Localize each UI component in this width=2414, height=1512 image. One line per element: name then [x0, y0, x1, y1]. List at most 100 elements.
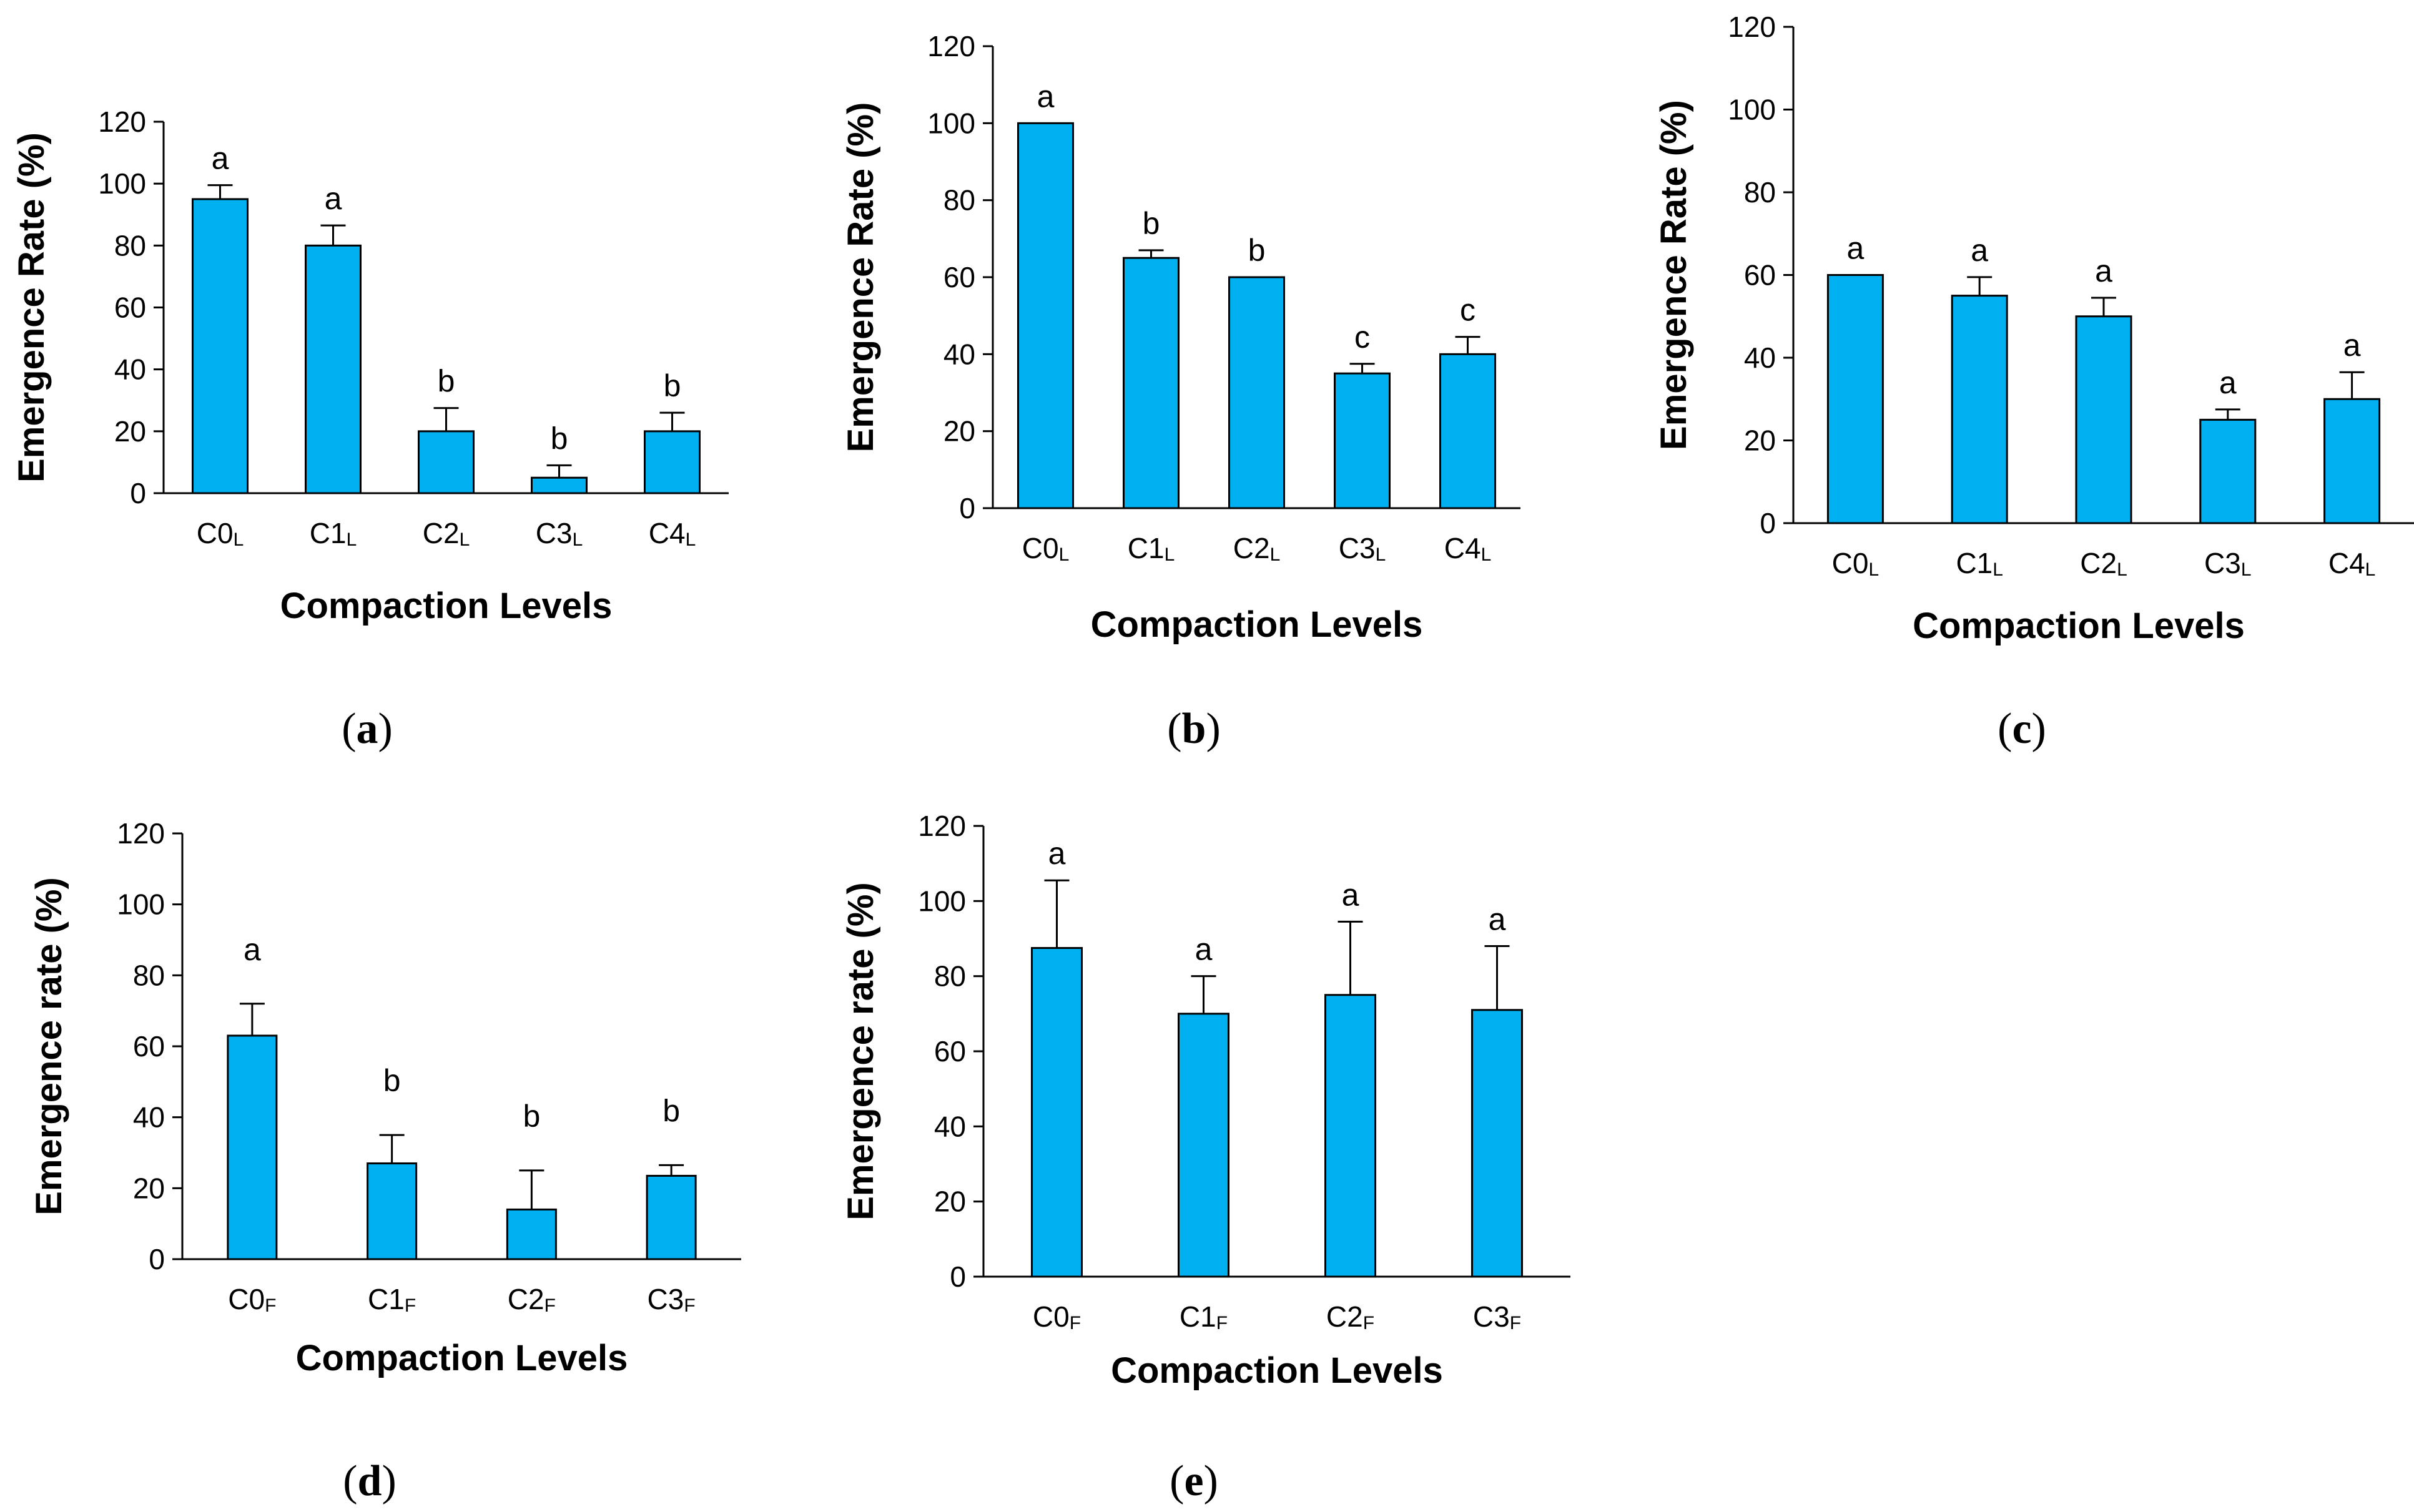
significance-letter: a: [2095, 253, 2112, 288]
bar: [531, 476, 588, 494]
x-tick-label: C2L: [423, 517, 470, 550]
y-tick-label: 100: [927, 107, 975, 139]
x-tick-label: C0L: [1832, 547, 1879, 580]
significance-letter: b: [1143, 206, 1160, 241]
panel-caption: (d): [343, 1457, 397, 1505]
y-tick-label: 40: [133, 1101, 165, 1134]
y-tick-label: 120: [918, 810, 966, 842]
significance-letter: a: [1971, 233, 1988, 268]
y-axis-title: Emergence rate (%): [29, 877, 69, 1215]
x-tick-label: C1F: [1180, 1300, 1228, 1333]
y-tick-label: 100: [1728, 94, 1776, 126]
panel-caption: (b): [1167, 705, 1221, 753]
y-tick-label: 60: [943, 261, 975, 293]
x-tick-label: C4L: [649, 517, 696, 550]
y-tick-label: 20: [114, 415, 146, 448]
significance-letter: c: [1460, 293, 1475, 328]
chart-panel-e: 0 20 40 60 80 100 120 a C0F a C1F a C2F a C3F Compactio…: [840, 810, 1570, 1505]
y-tick-label: 0: [959, 492, 975, 524]
bar: [192, 198, 249, 494]
bar: [418, 430, 475, 494]
bar: [1017, 122, 1074, 509]
y-tick-label: 80: [1744, 176, 1776, 209]
bar: [1951, 295, 2008, 524]
x-tick-label: C2F: [508, 1283, 556, 1316]
y-tick-label: 60: [133, 1030, 165, 1063]
x-tick-label: C2L: [2080, 547, 2127, 580]
significance-letter: b: [1248, 233, 1266, 268]
panel-caption: (e): [1170, 1457, 1218, 1505]
panel-caption: (c): [1998, 705, 2046, 753]
bar: [1228, 276, 1285, 509]
y-tick-label: 40: [114, 353, 146, 386]
y-tick-label: 20: [133, 1172, 165, 1204]
bar: [305, 244, 362, 494]
y-tick-label: 120: [117, 817, 165, 850]
y-tick-label: 100: [918, 885, 966, 917]
x-tick-label: C0L: [197, 517, 244, 550]
significance-letter: a: [325, 181, 342, 216]
significance-letter: b: [663, 1093, 680, 1128]
x-axis-title: Compaction Levels: [1091, 604, 1423, 645]
y-tick-label: 0: [950, 1260, 966, 1293]
x-tick-label: C0F: [1033, 1300, 1081, 1333]
y-tick-label: 20: [943, 415, 975, 448]
bar: [646, 1174, 697, 1260]
y-axis-title: Emergence rate (%): [840, 882, 881, 1220]
y-tick-label: 20: [1744, 425, 1776, 457]
y-tick-label: 60: [934, 1035, 966, 1068]
x-axis-title: Compaction Levels: [280, 586, 613, 626]
bar: [227, 1034, 278, 1260]
bar: [1334, 372, 1391, 509]
y-tick-label: 40: [1744, 341, 1776, 374]
x-tick-label: C4L: [2328, 547, 2376, 580]
bar: [1123, 257, 1180, 509]
y-axis-title: Emergence Rate (%): [1653, 100, 1694, 450]
x-tick-label: C2L: [1233, 532, 1281, 565]
x-tick-label: C0F: [228, 1283, 276, 1316]
significance-letter: b: [664, 368, 681, 403]
x-axis-title: Compaction Levels: [1913, 606, 2245, 646]
x-tick-label: C4L: [1444, 532, 1492, 565]
chart-panel-b: 0 20 40 60 80 100 120 a C0L b C1L b C2L c C3L c C4L Compa…: [840, 30, 1520, 753]
significance-letter: a: [244, 932, 261, 967]
y-tick-label: 120: [927, 30, 975, 62]
y-tick-label: 100: [117, 888, 165, 921]
significance-letter: a: [2219, 365, 2237, 400]
y-tick-label: 60: [1744, 259, 1776, 292]
x-tick-label: C3L: [536, 517, 583, 550]
chart-panel-c: 0 20 40 60 80 100 120 a C0L a C1L a C2L a C3L a C4L Compa…: [1653, 11, 2414, 753]
significance-letter: a: [1195, 932, 1213, 967]
x-tick-label: C1L: [310, 517, 357, 550]
significance-letter: c: [1354, 320, 1370, 355]
y-tick-label: 80: [114, 229, 146, 262]
panel-caption: (a): [342, 705, 393, 753]
significance-letter: a: [1048, 836, 1066, 871]
bar: [367, 1162, 418, 1260]
x-tick-label: C2F: [1326, 1300, 1374, 1333]
significance-letter: a: [1489, 902, 1506, 937]
y-tick-label: 40: [934, 1110, 966, 1142]
x-tick-label: C1F: [368, 1283, 416, 1316]
x-tick-label: C3L: [1339, 532, 1386, 565]
bar: [1471, 1009, 1523, 1278]
x-axis-title: Compaction Levels: [1111, 1350, 1443, 1391]
bar: [1324, 994, 1376, 1278]
bar: [2075, 315, 2132, 524]
y-tick-label: 80: [133, 959, 165, 991]
y-tick-label: 120: [98, 106, 146, 138]
y-tick-label: 100: [98, 167, 146, 200]
bar: [2199, 418, 2257, 524]
y-axis-title: Emergence Rate (%): [11, 132, 52, 483]
chart-panel-d: 0 20 40 60 80 100 120 a C0F b C1F b C2F b C3F Compactio…: [29, 817, 741, 1505]
x-tick-label: C1L: [1956, 547, 2003, 580]
significance-letter: b: [383, 1063, 401, 1098]
bar: [1439, 353, 1496, 509]
x-tick-label: C3F: [648, 1283, 696, 1316]
y-tick-label: 20: [934, 1186, 966, 1218]
significance-letter: b: [438, 364, 455, 399]
bar: [644, 430, 701, 494]
y-tick-label: 0: [130, 477, 146, 509]
significance-letter: b: [523, 1099, 540, 1134]
